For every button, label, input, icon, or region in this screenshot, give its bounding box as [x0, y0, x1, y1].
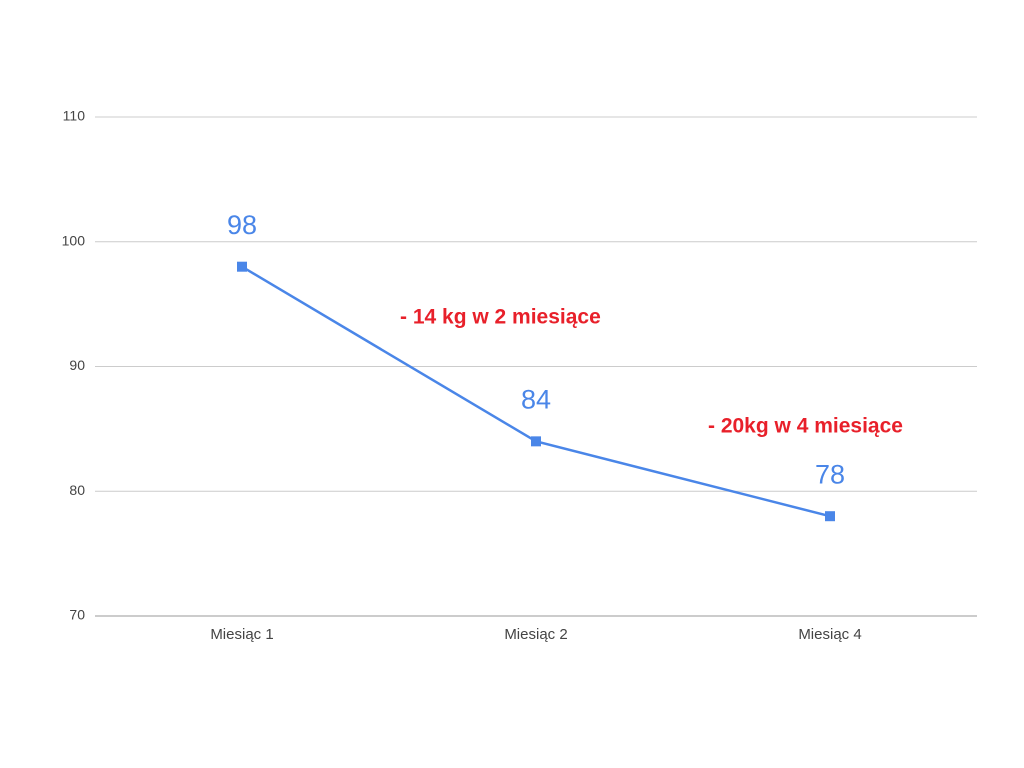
y-tick-label: 110: [63, 108, 86, 124]
point-marker: [531, 436, 541, 447]
x-tick-label: Miesiąc 1: [210, 626, 273, 643]
point-marker: [825, 511, 835, 522]
x-tick-label: Miesiąc 2: [504, 626, 567, 643]
data-label: 98: [227, 210, 257, 240]
point-marker: [237, 261, 247, 272]
x-tick-label: Miesiąc 4: [798, 626, 861, 643]
y-tick-label: 80: [69, 482, 85, 498]
annotation: - 20kg w 4 miesiące: [708, 415, 903, 438]
data-label: 84: [521, 384, 551, 414]
data-label: 78: [815, 459, 845, 489]
annotation: - 14 kg w 2 miesiące: [400, 306, 601, 329]
y-tick-label: 100: [62, 232, 86, 248]
y-tick-label: 90: [69, 357, 85, 373]
y-tick-label: 70: [69, 607, 85, 623]
